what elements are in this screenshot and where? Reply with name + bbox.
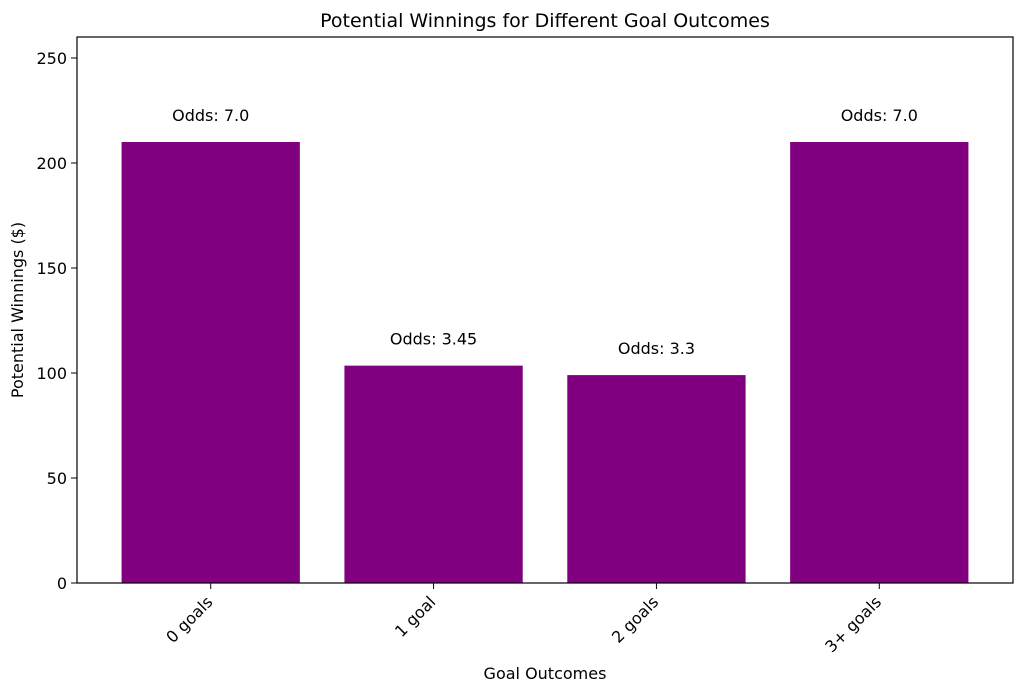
y-tick-label-4: 150 xyxy=(36,259,67,278)
bar-1 xyxy=(121,142,300,583)
y-tick-label-1: 0 xyxy=(57,574,67,593)
bar-label-2: Odds: 3.45 xyxy=(390,330,477,349)
x-axis-label: Goal Outcomes xyxy=(484,664,607,683)
x-tick-label-2: 1 goal xyxy=(391,592,439,640)
x-tick-label-1: 0 goals xyxy=(162,592,216,646)
y-tick-label-5: 200 xyxy=(36,154,67,173)
y-tick-label-3: 100 xyxy=(36,364,67,383)
y-axis-label: Potential Winnings ($) xyxy=(8,222,27,398)
bar-4 xyxy=(790,142,969,583)
bar-label-3: Odds: 3.3 xyxy=(618,339,695,358)
bar-label-4: Odds: 7.0 xyxy=(841,106,918,125)
chart-title: Potential Winnings for Different Goal Ou… xyxy=(320,10,770,32)
plot-area: Odds: 7.0 Odds: 3.45 Odds: 3.3 Odds: 7.0 0 50… xyxy=(36,36,1014,656)
x-tick-label-4: 3+ goals xyxy=(821,592,885,656)
x-tick-label-3: 2 goals xyxy=(608,592,662,646)
bar-3 xyxy=(567,375,746,583)
bar-label-1: Odds: 7.0 xyxy=(172,106,249,125)
bar-2 xyxy=(344,365,523,583)
y-tick-label-2: 50 xyxy=(47,469,67,488)
y-tick-label-6: 250 xyxy=(36,49,67,68)
plot-frame xyxy=(76,36,1014,584)
